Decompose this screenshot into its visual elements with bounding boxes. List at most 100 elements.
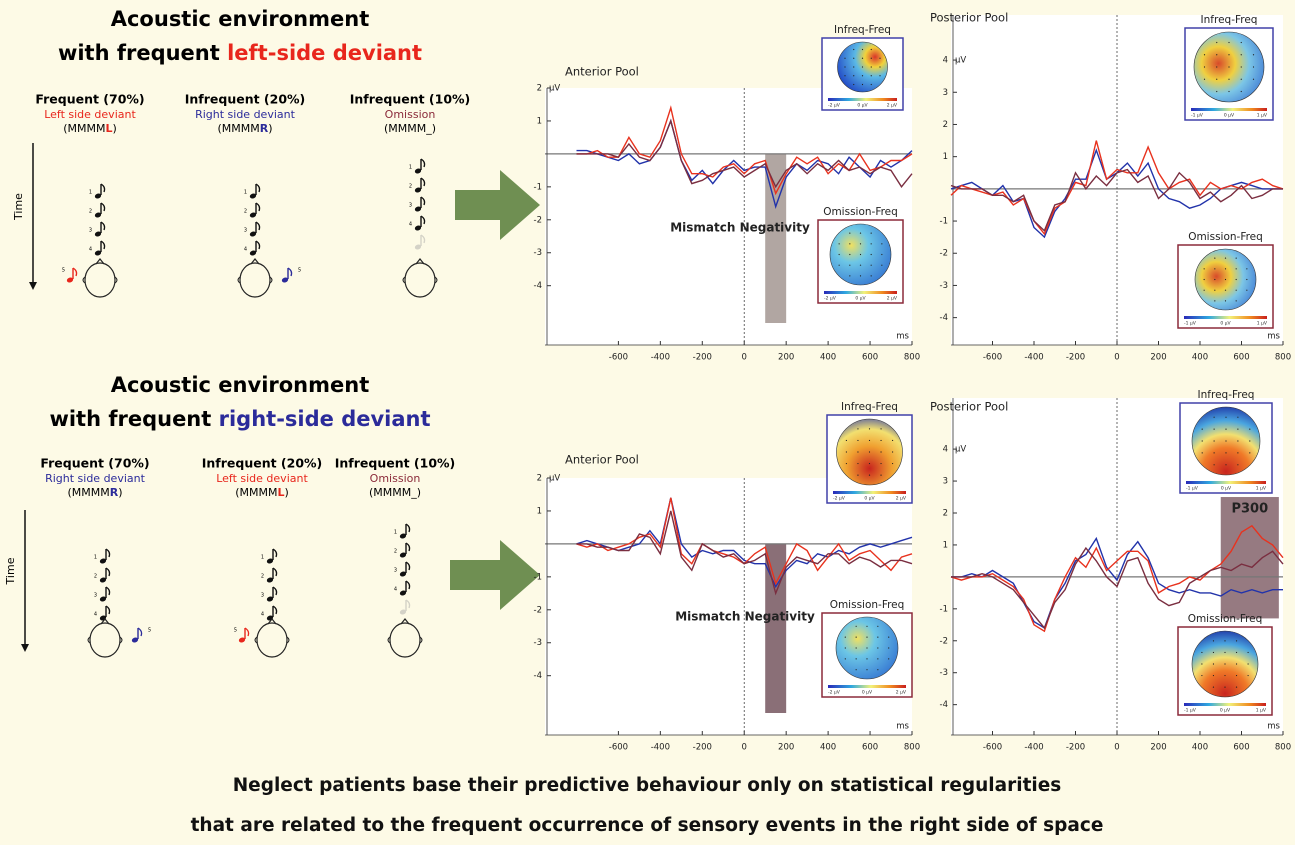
electrode <box>880 439 882 442</box>
note-flag <box>420 177 426 187</box>
electrode <box>870 243 872 245</box>
x-tick-label: 400 <box>820 353 836 363</box>
electrode <box>888 647 890 649</box>
note-flag <box>420 196 426 206</box>
note-flag <box>105 586 111 596</box>
condition-sequence: (MMMM_) <box>369 486 421 499</box>
electrode <box>1237 440 1239 442</box>
series-line <box>950 524 1284 633</box>
condition-sequence: (MMMMR) <box>217 122 272 135</box>
electrode <box>1249 452 1251 454</box>
series-line <box>576 118 913 209</box>
x-unit: ms <box>896 722 909 732</box>
note-head <box>399 571 407 577</box>
note-flag <box>100 240 106 250</box>
electrode <box>1240 54 1242 56</box>
electrode <box>1237 452 1239 454</box>
ear <box>254 636 290 644</box>
electrode <box>844 66 846 68</box>
electrode <box>844 658 846 660</box>
colorbar <box>833 491 906 494</box>
y-tick-label: -3 <box>534 638 542 648</box>
y-tick-label: -2 <box>534 605 542 615</box>
note <box>399 523 411 539</box>
nose <box>400 618 410 625</box>
electrode <box>1247 651 1249 654</box>
electrode <box>1203 66 1206 68</box>
note-head <box>99 577 107 583</box>
note <box>249 240 261 256</box>
electrode <box>1212 674 1215 677</box>
electrode <box>1224 640 1226 642</box>
subtitle-highlight: right-side deviant <box>219 407 431 431</box>
note-number: 2 <box>409 184 412 190</box>
y-tick-label: -3 <box>940 281 948 291</box>
electrode <box>870 66 872 68</box>
electrode <box>1252 66 1255 68</box>
electrode <box>1247 674 1249 677</box>
electrode <box>1235 663 1238 665</box>
electrode <box>1214 257 1216 259</box>
y-tick-label: -3 <box>940 668 948 678</box>
note-number: 4 <box>409 222 412 228</box>
electrode <box>1224 257 1227 259</box>
electrode <box>1214 268 1216 270</box>
electrode <box>838 243 840 245</box>
sequence-part: (MMMM <box>217 122 259 135</box>
note-head <box>249 193 257 199</box>
note-head <box>94 193 102 199</box>
colorbar-label: 1 µV <box>1256 486 1267 492</box>
electrode <box>1246 289 1248 291</box>
note-flag <box>272 548 278 558</box>
note-flag <box>287 267 293 277</box>
electrode <box>1225 464 1227 466</box>
note-flag <box>100 183 106 193</box>
head <box>389 622 421 658</box>
x-tick-label: 200 <box>1150 353 1166 363</box>
electrode <box>859 264 862 266</box>
note-head <box>414 225 422 231</box>
colorbar-label: 1 µV <box>1256 708 1267 714</box>
inset-label: Omission-Freq <box>823 206 898 218</box>
inset-label: Omission-Freq <box>1188 613 1263 625</box>
electrode <box>1203 289 1205 291</box>
note <box>131 627 143 643</box>
electrode <box>849 264 851 266</box>
colorbar-label: -1 µV <box>1184 708 1197 714</box>
x-unit: ms <box>1267 722 1280 732</box>
time-label: Time <box>4 557 17 585</box>
note-flag <box>405 561 411 571</box>
colorbar-label: 2 µV <box>887 103 898 109</box>
colorbar <box>828 98 897 101</box>
electrode <box>888 658 890 660</box>
x-tick-label: -600 <box>609 353 628 363</box>
electrode <box>1240 66 1242 68</box>
electrode <box>861 75 864 77</box>
note <box>414 215 426 231</box>
electrode <box>849 243 851 245</box>
colorbar-label: 0 µV <box>855 296 866 302</box>
electrode <box>859 275 862 277</box>
electrode <box>844 636 846 638</box>
sequence-part: (MMMM <box>235 486 277 499</box>
electrode <box>1201 674 1203 677</box>
electrode <box>1249 440 1251 442</box>
chart: Mismatch Negativity 2 1 -1 -2 -3 -4 µV -600 -400 -… <box>534 401 921 753</box>
sequence-part: (MMMM_) <box>384 122 436 135</box>
electrode <box>855 625 857 627</box>
electrode <box>892 451 894 453</box>
head <box>84 262 116 298</box>
colorbar-label: -1 µV <box>1191 113 1204 119</box>
sequence-part: L <box>277 486 284 499</box>
note-number: 1 <box>89 190 92 196</box>
series-line <box>950 168 1283 232</box>
note-flag <box>272 567 278 577</box>
electrode <box>1228 41 1230 44</box>
electrode <box>870 75 872 77</box>
electrode <box>870 57 872 59</box>
electrode <box>861 57 864 59</box>
condition-description: Omission <box>385 108 436 121</box>
sequence-part: (MMMM_) <box>369 486 421 499</box>
electrode <box>1203 78 1206 80</box>
